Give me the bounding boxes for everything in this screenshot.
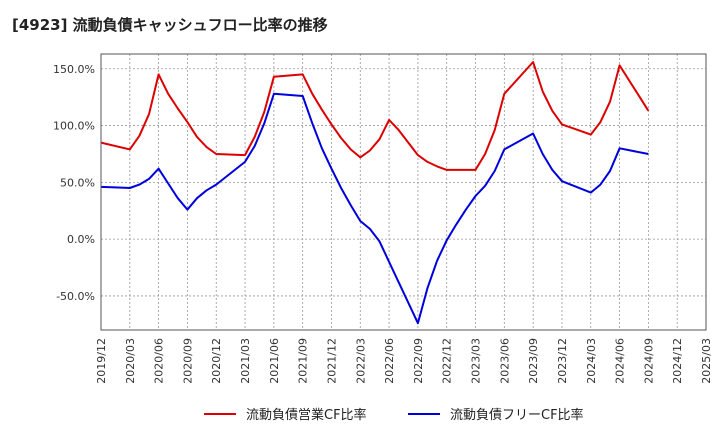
series-line-0 bbox=[100, 61, 650, 171]
chart-title: [4923] 流動負債キャッシュフロー比率の推移 bbox=[12, 16, 328, 34]
y-tick-label: 100.0% bbox=[53, 120, 95, 133]
x-tick-label: 2023/09 bbox=[527, 338, 540, 384]
legend-swatch-blue bbox=[408, 412, 440, 415]
legend-label-free-cf: 流動負債フリーCF比率 bbox=[450, 408, 584, 423]
x-tick-label: 2024/12 bbox=[671, 338, 684, 384]
y-axis-ticks: -50.0% 0.0% 50.0% 100.0% 150.0% bbox=[53, 63, 95, 303]
x-tick-label: 2021/06 bbox=[268, 338, 281, 384]
x-tick-label: 2020/03 bbox=[124, 338, 137, 384]
legend-item-operating-cf: 流動負債営業CF比率 bbox=[204, 404, 367, 423]
x-tick-label: 2022/09 bbox=[412, 338, 425, 384]
line-chart: -50.0% 0.0% 50.0% 100.0% 150.0% 2019/12 2020/… bbox=[53, 53, 713, 384]
x-tick-label: 2023/12 bbox=[556, 338, 569, 384]
legend: 流動負債営業CF比率 流動負債フリーCF比率 bbox=[0, 404, 720, 428]
x-tick-label: 2021/09 bbox=[297, 338, 310, 384]
x-tick-label: 2024/03 bbox=[585, 338, 598, 384]
x-tick-label: 2020/09 bbox=[181, 338, 194, 384]
x-tick-label: 2024/09 bbox=[642, 338, 655, 384]
x-tick-label: 2023/03 bbox=[470, 338, 483, 384]
x-tick-label: 2022/12 bbox=[441, 338, 454, 384]
x-tick-label: 2021/12 bbox=[325, 338, 338, 384]
grid bbox=[100, 54, 707, 330]
x-axis-ticks: 2019/12 2020/03 2020/06 2020/09 2020/12 2021/… bbox=[95, 338, 713, 384]
x-tick-label: 2022/06 bbox=[383, 338, 396, 384]
series-line-1 bbox=[100, 92, 649, 325]
y-tick-label: 0.0% bbox=[67, 233, 95, 246]
x-tick-label: 2020/06 bbox=[153, 338, 166, 384]
y-tick-label: 150.0% bbox=[53, 63, 95, 76]
x-tick-label: 2019/12 bbox=[95, 338, 108, 384]
series-group bbox=[100, 61, 650, 325]
x-tick-label: 2021/03 bbox=[239, 338, 252, 384]
x-tick-label: 2022/03 bbox=[354, 338, 367, 384]
legend-item-free-cf: 流動負債フリーCF比率 bbox=[408, 404, 584, 423]
y-tick-label: 50.0% bbox=[60, 176, 95, 189]
x-tick-label: 2023/06 bbox=[498, 338, 511, 384]
x-tick-label: 2025/03 bbox=[700, 338, 713, 384]
x-tick-label: 2020/12 bbox=[210, 338, 223, 384]
plot-frame bbox=[100, 53, 707, 331]
legend-swatch-red bbox=[204, 412, 236, 415]
y-tick-label: -50.0% bbox=[56, 290, 95, 303]
legend-label-operating-cf: 流動負債営業CF比率 bbox=[246, 408, 367, 423]
x-tick-label: 2024/06 bbox=[614, 338, 627, 384]
